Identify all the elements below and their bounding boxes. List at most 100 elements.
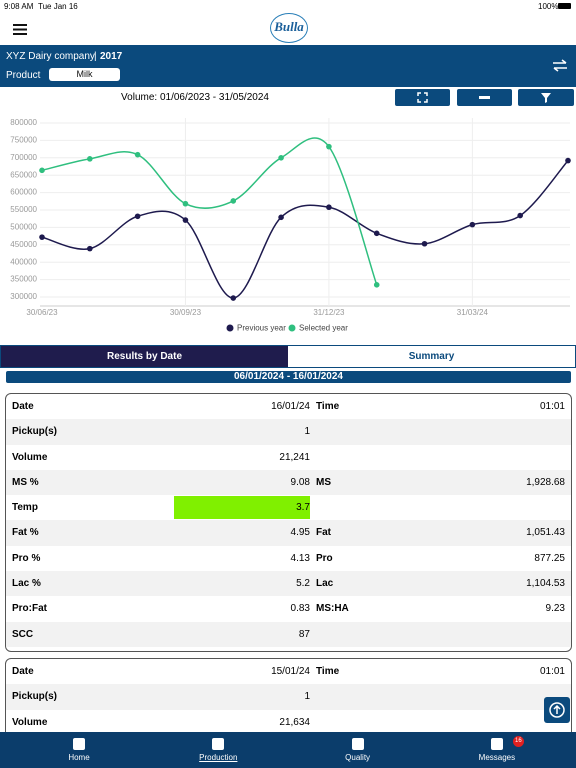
field-value: 21,241 <box>279 451 310 463</box>
field-label: Lac % <box>12 578 41 590</box>
company-year: 2017 <box>100 51 123 62</box>
chart: 300000 350000 400000 450000 500000 550000 6000… <box>10 118 571 333</box>
y-tick-label: 450000 <box>10 240 37 249</box>
tab-active[interactable]: Results by Date <box>1 346 288 367</box>
field-value: 01:01 <box>539 401 565 412</box>
field-value: 15/01/24 <box>271 666 310 677</box>
field-value: 87 <box>298 628 310 640</box>
record-row: Fat % 4.95 Fat 1,051.43 <box>6 520 571 546</box>
record-row: Volume 21,241 <box>6 445 571 470</box>
x-tick-label: 30/09/23 <box>170 308 202 317</box>
x-tick-label: 30/06/23 <box>26 308 58 317</box>
y-tick-label: 700000 <box>10 153 37 162</box>
field-label: Pro:Fat <box>12 603 47 615</box>
header: Bulla <box>0 12 576 45</box>
field-label: Fat % <box>12 527 39 539</box>
data-point <box>87 245 93 252</box>
field-label: MS:HA <box>316 603 349 615</box>
y-tick-label: 500000 <box>10 223 37 232</box>
swap-button[interactable] <box>551 59 569 72</box>
record-row: Date 15/01/24 Time 01:01 <box>6 659 571 684</box>
field-label: MS % <box>12 476 39 488</box>
y-tick-label: 400000 <box>10 257 37 266</box>
field-label: Date <box>12 666 34 677</box>
field-label: Volume <box>12 716 48 728</box>
tabs: Results by Date Summary <box>0 345 576 368</box>
scroll-top-button[interactable] <box>544 697 570 723</box>
volume-title: Volume: 01/06/2023 - 31/05/2024 <box>121 92 269 103</box>
nav-icon[interactable] <box>212 738 225 750</box>
nav-label[interactable]: Messages <box>478 753 516 762</box>
record-row: Date 16/01/24 Time 01:01 <box>6 394 571 419</box>
product-label: Product <box>6 70 41 81</box>
series-line <box>41 160 569 299</box>
record-row: Pro:Fat 0.83 MS:HA 9.23 <box>6 596 571 621</box>
date-range: 06/01/2024 - 16/01/2024 <box>6 371 571 383</box>
data-point <box>182 200 189 207</box>
product-select[interactable]: Milk <box>49 68 120 81</box>
field-label: Date <box>12 401 34 412</box>
field-label: Lac <box>316 578 334 590</box>
collapse-button[interactable] <box>457 89 512 106</box>
field-label: Pickup(s) <box>12 426 58 438</box>
record-row: Pickup(s) 1 <box>6 419 571 445</box>
data-point <box>230 295 237 301</box>
data-point <box>373 282 380 288</box>
field-value: 21,634 <box>279 716 310 728</box>
nav-label[interactable]: Quality <box>345 753 371 762</box>
field-value: 16/01/24 <box>271 401 310 412</box>
y-tick-label: 800000 <box>10 118 37 127</box>
field-value: 4.95 <box>290 527 310 539</box>
filter-button[interactable] <box>518 89 574 106</box>
series-line <box>41 137 378 286</box>
data-point <box>230 198 237 204</box>
record-row: Lac % 5.2 Lac 1,104.53 <box>6 571 571 597</box>
nav-label[interactable]: Production <box>199 753 238 762</box>
data-point <box>373 230 380 237</box>
data-point <box>87 156 93 162</box>
record-row: SCC 87 <box>6 621 571 647</box>
record-row: Pro % 4.13 Pro 877.25 <box>6 546 571 571</box>
data-point <box>421 240 428 247</box>
nav-icon[interactable] <box>490 738 503 750</box>
field-label: Time <box>316 401 340 412</box>
legend-label: Previous year <box>237 324 286 333</box>
expand-button[interactable] <box>395 89 450 106</box>
field-value: 3.7 <box>296 502 310 514</box>
data-point <box>134 213 141 220</box>
y-tick-label: 650000 <box>10 170 37 179</box>
legend-marker <box>288 324 296 332</box>
bottom-nav: Home Production Quality Messages 16 <box>0 732 576 768</box>
record-card: Date 15/01/24 Time 01:01 Pickup(s) 1 Volume 21,… <box>5 658 572 740</box>
data-point <box>326 143 332 150</box>
field-value: 1 <box>304 691 310 703</box>
nav-label[interactable]: Home <box>68 753 90 762</box>
field-label: Time <box>316 666 340 677</box>
x-tick-label: 31/03/24 <box>457 308 489 317</box>
menu-button[interactable] <box>13 24 27 35</box>
field-value: 4.13 <box>290 552 310 564</box>
legend-label: Selected year <box>299 324 348 333</box>
y-tick-label: 350000 <box>10 275 37 284</box>
field-value: 9.08 <box>290 476 310 488</box>
date: Tue Jan 16 <box>38 2 78 11</box>
field-label: Pro % <box>12 552 41 564</box>
field-value: 877.25 <box>534 552 565 564</box>
company-bar: XYZ Dairy company | 2017 Product Milk <box>0 45 576 87</box>
record-row: Volume 21,634 <box>6 710 571 735</box>
field-label: Fat <box>316 527 331 539</box>
field-value: 1,928.68 <box>526 476 565 488</box>
data-point <box>469 221 476 228</box>
tab[interactable]: Summary <box>408 351 455 362</box>
legend-marker <box>226 324 234 332</box>
field-value: 9.23 <box>545 603 565 615</box>
nav-icon[interactable] <box>351 738 364 750</box>
nav-icon[interactable] <box>73 738 85 750</box>
data-point <box>39 167 45 174</box>
data-point <box>134 151 141 158</box>
data-point <box>182 217 189 223</box>
field-value: 5.2 <box>296 578 310 590</box>
y-tick-label: 750000 <box>10 136 37 145</box>
field-value: 01:01 <box>539 666 565 677</box>
data-point <box>39 234 45 240</box>
